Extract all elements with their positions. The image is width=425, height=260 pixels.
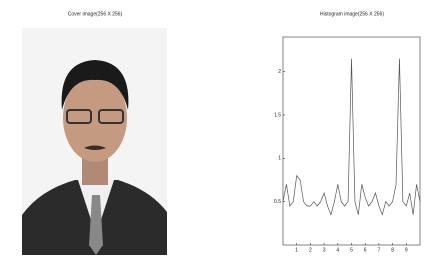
x-tick-label: 2 (309, 247, 312, 253)
x-tick-label: 5 (350, 247, 353, 253)
data-line (283, 59, 420, 215)
x-tick-label: 9 (405, 247, 408, 253)
chart-title: Histogram image(256 X 256) (320, 11, 384, 17)
image-title: Cover image(256 X 256) (68, 11, 123, 17)
x-tick-label: 4 (336, 247, 339, 253)
figure: Cover image(256 X 256) Histogram image(2… (0, 0, 425, 255)
y-tick-label: 1.5 (274, 112, 281, 118)
x-tick-label: 8 (391, 247, 394, 253)
y-tick-label: 0.5 (274, 199, 281, 205)
x-tick-label: 3 (323, 247, 326, 253)
x-tick-label: 7 (378, 247, 381, 253)
y-tick-label: 2 (278, 69, 281, 75)
y-tick-label: 1 (278, 156, 281, 162)
x-tick-label: 1 (295, 247, 298, 253)
x-tick-label: 6 (364, 247, 367, 253)
photo (22, 28, 167, 255)
axes: 0.5 1 1.5 2 1 2 3 4 5 6 7 8 9 (274, 69, 408, 253)
